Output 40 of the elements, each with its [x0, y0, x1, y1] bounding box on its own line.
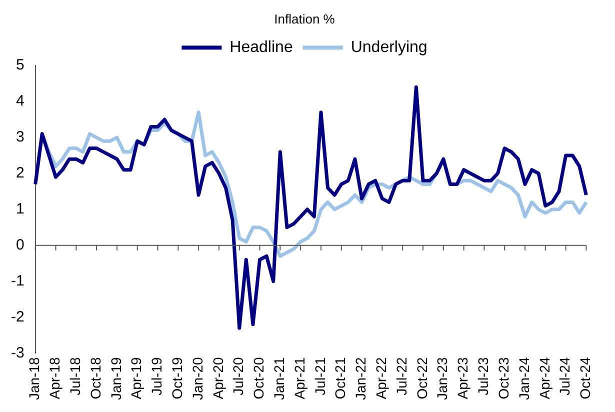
chart-title: Inflation % [274, 11, 336, 26]
x-tick-label: Jul-20 [230, 356, 246, 396]
x-tick-label: Jul-22 [393, 356, 410, 396]
y-tick-label: 2 [16, 164, 24, 182]
y-tick-label: -1 [10, 272, 24, 290]
y-tick-label: 4 [16, 92, 24, 110]
x-tick-label: Apr-21 [291, 356, 308, 400]
x-tick-label: Oct-23 [495, 356, 512, 400]
x-tick-label: Jan-21 [271, 356, 288, 400]
y-tick-label: -2 [10, 308, 24, 326]
x-tick-label: Jul-24 [556, 356, 573, 396]
y-tick-label: 3 [16, 128, 24, 146]
x-tick-label: Jan-18 [26, 356, 42, 400]
y-tick-label: 0 [16, 236, 24, 254]
y-tick-label: 5 [16, 56, 24, 74]
x-tick-label: Apr-23 [454, 356, 471, 400]
x-tick-label: Apr-19 [128, 356, 144, 400]
x-tick-label: Oct-19 [169, 356, 186, 400]
legend-label: Headline [230, 39, 293, 56]
x-tick-label: Jul-23 [475, 356, 492, 396]
x-tick-label: Apr-20 [210, 356, 226, 400]
x-tick-label: Jul-21 [312, 356, 328, 396]
x-tick-label: Jan-22 [352, 356, 369, 400]
x-tick-label: Apr-18 [46, 356, 63, 400]
y-tick-label: -3 [10, 344, 24, 362]
x-tick-label: Oct-21 [332, 356, 348, 400]
x-tick-label: Apr-24 [536, 356, 552, 400]
x-tick-label: Jan-20 [189, 356, 206, 400]
x-tick-label: Jul-18 [67, 356, 83, 396]
x-tick-label: Oct-20 [250, 356, 267, 400]
x-tick-label: Jan-19 [108, 356, 124, 400]
x-tick-label: Oct-24 [577, 356, 594, 400]
y-tick-label: 1 [16, 200, 24, 218]
x-tick-label: Oct-22 [414, 356, 430, 400]
x-tick-label: Apr-22 [373, 356, 390, 400]
x-tick-label: Jan-24 [516, 356, 532, 400]
x-tick-label: Jan-23 [434, 356, 450, 400]
x-tick-label: Jul-19 [148, 356, 165, 396]
x-tick-label: Oct-18 [87, 356, 104, 400]
legend-label: Underlying [350, 39, 428, 56]
